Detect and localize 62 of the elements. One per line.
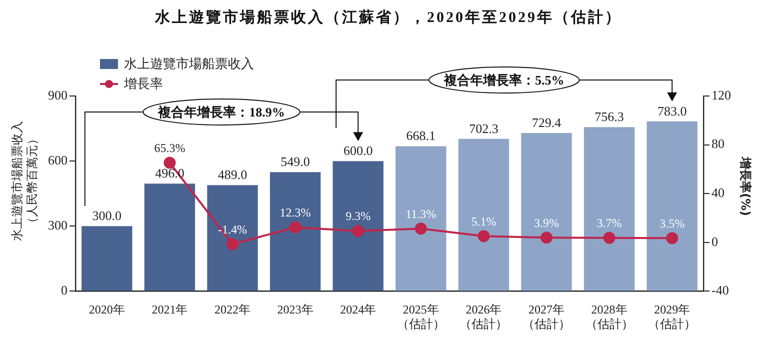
x-tick-label: 2020年 [88, 302, 125, 317]
bar [144, 184, 196, 291]
data-label: 729.4 [532, 114, 562, 130]
y2-tick-label: 40 [712, 185, 724, 200]
point [603, 232, 616, 244]
x-tick-label: 2029年（估計） [648, 302, 696, 331]
x-tick-label: 2025年（估計） [396, 302, 445, 331]
y-tick-label: 900 [48, 87, 68, 102]
data-label: 668.1 [406, 128, 436, 144]
x-tick-label: 2024年 [340, 302, 376, 317]
bar [458, 138, 510, 291]
x-tick-label: 2028年（估計） [585, 302, 634, 331]
y-tick-label: 600 [48, 152, 68, 168]
bar [207, 185, 258, 291]
data-label: 300.0 [92, 208, 122, 224]
point [352, 225, 364, 238]
y2-axis-title: 增長率(%) [738, 156, 754, 218]
bar [396, 146, 446, 291]
point [414, 222, 427, 235]
point [164, 156, 176, 169]
chart-title: 水上遊覽市場船票收入（江蘇省），2020年至2029年（估計） [154, 8, 623, 27]
data-label: 702.3 [469, 120, 498, 136]
bar [584, 127, 635, 291]
y2-tick-label: 120 [712, 87, 731, 102]
data-label: 9.3% [346, 209, 371, 224]
data-label: 549.0 [280, 154, 310, 170]
data-label: 3.9% [534, 216, 559, 230]
bar [646, 121, 698, 291]
point [540, 232, 552, 244]
x-tick-label: 2022年 [214, 302, 250, 317]
legend-label: 水上遊覽市場船票收入 [124, 55, 254, 73]
data-label: 5.1% [471, 214, 496, 228]
point [666, 232, 678, 244]
legend-label: 增長率 [124, 75, 163, 93]
bar [332, 161, 384, 291]
x-tick-label: 2027年（估計） [522, 302, 570, 331]
data-label: 756.3 [594, 109, 624, 124]
y-tick-label: 0 [61, 282, 68, 298]
y-axis-title: 水上遊覽市場船票收入（人民幣百萬元） [10, 120, 40, 243]
bar [270, 172, 321, 291]
point [289, 221, 302, 234]
y2-tick-label: 80 [712, 136, 724, 152]
data-label: 12.3% [280, 206, 311, 220]
point [478, 230, 490, 242]
x-tick-label: 2023年 [277, 302, 314, 317]
text: 複合年增長率：5.5% [442, 72, 564, 88]
x-tick-label: 2021年 [152, 302, 188, 317]
data-label: 3.7% [596, 216, 622, 230]
bar [521, 133, 572, 291]
y2-tick-label: -40 [712, 282, 729, 298]
x-tick-label: 2026年（估計） [460, 302, 508, 331]
data-label: 783.0 [657, 103, 687, 118]
point [226, 238, 238, 250]
y-tick-label: 300 [48, 218, 68, 233]
data-label: 11.3% [406, 206, 436, 221]
bar [82, 226, 132, 291]
data-label: 489.0 [218, 167, 248, 182]
data-label: 3.5% [660, 216, 685, 230]
annotation: 複合年增長率：18.9% [157, 104, 285, 120]
data-label: 65.3% [154, 140, 186, 155]
y2-tick-label: 0 [712, 234, 718, 249]
data-label: 600.0 [343, 142, 373, 158]
